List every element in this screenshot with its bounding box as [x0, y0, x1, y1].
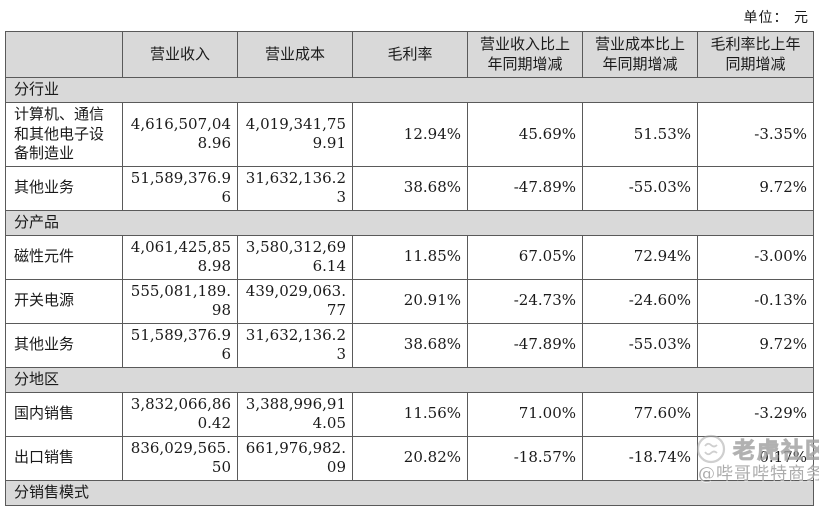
cell-cost: 661,976,982.09: [237, 435, 353, 481]
col-header-margin: 毛利率: [352, 31, 468, 78]
cell-label: 开关电源: [5, 278, 123, 324]
cell-margin-yoy: 0.17%: [697, 435, 814, 481]
cell-revenue-yoy: 67.05%: [467, 234, 583, 280]
col-header-revenue: 营业收入: [122, 31, 238, 78]
cell-margin: 11.85%: [352, 234, 468, 280]
col-header-cost-yoy: 营业成本比上年同期增减: [582, 31, 698, 78]
section-title: 分行业: [5, 77, 814, 103]
table-row: 国内销售 3,832,066,860.42 3,388,996,914.05 1…: [5, 391, 814, 437]
section-row-product: 分产品: [5, 209, 814, 236]
cell-margin-yoy: -0.13%: [697, 278, 814, 324]
col-header-cost: 营业成本: [237, 31, 353, 78]
section-title: 分地区: [5, 366, 814, 393]
cell-revenue-yoy: 45.69%: [467, 102, 583, 167]
cell-margin-yoy: -3.29%: [697, 391, 814, 437]
unit-label: 单位： 元: [743, 10, 809, 26]
cell-margin-yoy: -3.00%: [697, 234, 814, 280]
cell-revenue: 836,029,565.50: [122, 435, 238, 481]
cell-cost-yoy: -55.03%: [582, 165, 698, 211]
cell-label: 磁性元件: [5, 234, 123, 280]
cell-cost: 4,019,341,759.91: [237, 102, 353, 167]
cell-revenue: 4,616,507,048.96: [122, 102, 238, 167]
section-title: 分产品: [5, 209, 814, 236]
table-row: 计算机、通信和其他电子设备制造业 4,616,507,048.96 4,019,…: [5, 102, 814, 167]
cell-margin: 20.91%: [352, 278, 468, 324]
cell-label: 其他业务: [5, 165, 123, 211]
cell-cost: 3,388,996,914.05: [237, 391, 353, 437]
cell-cost: 31,632,136.23: [237, 322, 353, 368]
cell-revenue: 51,589,376.96: [122, 165, 238, 211]
financial-report-page: 单位： 元 营业收入 营业成本 毛利率 营业收入比上年同期增减 营业成本比上年同…: [5, 10, 819, 506]
cell-revenue-yoy: -18.57%: [467, 435, 583, 481]
cell-label: 其他业务: [5, 322, 123, 368]
cell-revenue-yoy: -47.89%: [467, 165, 583, 211]
cell-margin: 12.94%: [352, 102, 468, 167]
cell-cost: 439,029,063.77: [237, 278, 353, 324]
cell-margin-yoy: -3.35%: [697, 102, 814, 167]
cell-cost-yoy: 77.60%: [582, 391, 698, 437]
cell-revenue: 51,589,376.96: [122, 322, 238, 368]
cell-revenue-yoy: -24.73%: [467, 278, 583, 324]
col-header-margin-yoy: 毛利率比上年同期增减: [697, 31, 814, 78]
cell-label: 计算机、通信和其他电子设备制造业: [5, 102, 123, 167]
cell-revenue: 4,061,425,858.98: [122, 234, 238, 280]
table-header-row: 营业收入 营业成本 毛利率 营业收入比上年同期增减 营业成本比上年同期增减 毛利…: [5, 31, 814, 78]
cell-cost: 3,580,312,696.14: [237, 234, 353, 280]
table-row: 其他业务 51,589,376.96 31,632,136.23 38.68% …: [5, 165, 814, 211]
table-row: 开关电源 555,081,189.98 439,029,063.77 20.91…: [5, 278, 814, 324]
cell-margin: 38.68%: [352, 165, 468, 211]
cell-cost: 31,632,136.23: [237, 165, 353, 211]
cell-revenue: 555,081,189.98: [122, 278, 238, 324]
section-row-region: 分地区: [5, 366, 814, 393]
cell-label: 出口销售: [5, 435, 123, 481]
cell-revenue-yoy: -47.89%: [467, 322, 583, 368]
cell-cost-yoy: 51.53%: [582, 102, 698, 167]
cell-cost-yoy: -18.74%: [582, 435, 698, 481]
section-row-industry: 分行业: [5, 77, 814, 103]
section-row-sales-model: 分销售模式: [5, 479, 814, 506]
cell-revenue-yoy: 71.00%: [467, 391, 583, 437]
table-row: 出口销售 836,029,565.50 661,976,982.09 20.82…: [5, 435, 814, 481]
cell-margin-yoy: 9.72%: [697, 322, 814, 368]
cell-cost-yoy: -55.03%: [582, 322, 698, 368]
cell-revenue: 3,832,066,860.42: [122, 391, 238, 437]
cell-margin: 38.68%: [352, 322, 468, 368]
col-header-revenue-yoy: 营业收入比上年同期增减: [467, 31, 583, 78]
table-row: 磁性元件 4,061,425,858.98 3,580,312,696.14 1…: [5, 234, 814, 280]
cell-margin: 20.82%: [352, 435, 468, 481]
cell-cost-yoy: 72.94%: [582, 234, 698, 280]
cell-margin: 11.56%: [352, 391, 468, 437]
table-row: 其他业务 51,589,376.96 31,632,136.23 38.68% …: [5, 322, 814, 368]
segment-performance-table: 营业收入 营业成本 毛利率 营业收入比上年同期增减 营业成本比上年同期增减 毛利…: [5, 31, 814, 506]
cell-cost-yoy: -24.60%: [582, 278, 698, 324]
cell-margin-yoy: 9.72%: [697, 165, 814, 211]
section-title: 分销售模式: [5, 479, 814, 506]
cell-label: 国内销售: [5, 391, 123, 437]
col-header-blank: [5, 31, 123, 78]
